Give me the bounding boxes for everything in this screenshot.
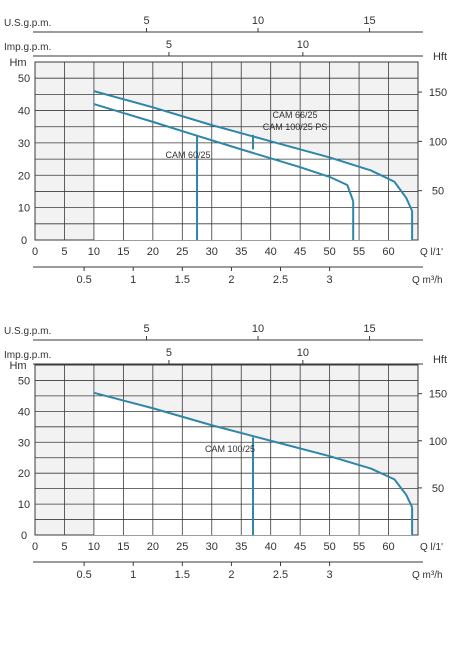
m3h-tick-label: 2 [228, 569, 234, 581]
grid [35, 62, 418, 240]
curve-2 [93, 90, 414, 212]
m3h-tick-label: 1 [130, 569, 136, 581]
usgpm-tick-label: 5 [143, 15, 149, 27]
m3h-tick-label: 2 [228, 274, 234, 286]
operating-region-fill [93, 104, 354, 241]
impgpm-label: Imp.g.p.m. [4, 42, 51, 53]
curve-1 [93, 103, 355, 202]
x-tick-label: 45 [294, 541, 306, 553]
label-cam100ps: CAM 100/25 PS [263, 122, 328, 132]
x-tick-label: 50 [323, 246, 335, 258]
x-tick-label: 5 [61, 246, 67, 258]
x-tick-label: 45 [294, 246, 306, 258]
m3h-label: Q m³/h [412, 570, 443, 581]
impgpm-label: Imp.g.p.m. [4, 350, 51, 361]
x-tick-label: 30 [206, 541, 218, 553]
y-tick-label: 50 [18, 375, 30, 387]
m3h-tick-label: 2.5 [273, 569, 288, 581]
x-tick-label: 40 [265, 246, 277, 258]
usgpm-tick-label: 15 [363, 15, 375, 27]
y-tick-label: 30 [18, 138, 30, 150]
x-tick-label: 20 [147, 246, 159, 258]
y-tick-label: 10 [18, 499, 30, 511]
x-tick-label: 40 [265, 541, 277, 553]
y-tick-label: 10 [18, 203, 30, 215]
y-tick-label: 20 [18, 170, 30, 182]
usgpm-label: U.S.g.p.m. [4, 326, 51, 337]
hm-label: Hm [9, 57, 26, 69]
hft-label: Hft [433, 51, 447, 63]
impgpm-tick-label: 10 [297, 39, 309, 51]
m3h-tick-label: 3 [327, 569, 333, 581]
m3h-tick-label: 1.5 [175, 569, 190, 581]
lpm-label: Q l/1' [420, 542, 443, 553]
y-tick-label: 30 [18, 437, 30, 449]
usgpm-tick-label: 15 [363, 323, 375, 335]
x-tick-label: 25 [176, 541, 188, 553]
hft-tick-label: 100 [429, 436, 447, 448]
y-tick-label: 20 [18, 468, 30, 480]
m3h-tick-label: 3 [327, 274, 333, 286]
x-tick-label: 35 [235, 541, 247, 553]
usgpm-tick-label: 10 [252, 15, 264, 27]
usgpm-tick-label: 10 [252, 323, 264, 335]
m3h-tick-label: 1 [130, 274, 136, 286]
impgpm-tick-label: 5 [166, 347, 172, 359]
label-cam60: CAM 60/25 [165, 150, 210, 160]
x-tick-label: 30 [206, 246, 218, 258]
x-tick-label: 55 [353, 541, 365, 553]
hft-tick-label: 50 [432, 483, 444, 495]
x-tick-label: 5 [61, 541, 67, 553]
x-tick-label: 0 [32, 541, 38, 553]
label-cam100: CAM 100/25 [205, 444, 255, 454]
x-tick-label: 60 [382, 246, 394, 258]
x-tick-label: 10 [88, 541, 100, 553]
x-tick-label: 50 [323, 541, 335, 553]
chart-panel-1: U.S.g.p.m.Imp.g.p.m.5 10 155 10Hm0102030405… [4, 15, 447, 286]
x-tick-label: 20 [147, 541, 159, 553]
y-tick-label: 50 [18, 73, 30, 85]
x-tick-label: 55 [353, 246, 365, 258]
x-tick-label: 25 [176, 246, 188, 258]
lpm-label: Q l/1' [420, 247, 443, 258]
x-tick-label: 10 [88, 246, 100, 258]
x-tick-label: 0 [32, 246, 38, 258]
m3h-tick-label: 0.5 [76, 274, 91, 286]
y-tick-label: 0 [21, 235, 27, 247]
label-cam66: CAM 66/25 [272, 110, 317, 120]
x-tick-label: 15 [117, 246, 129, 258]
x-tick-label: 35 [235, 246, 247, 258]
impgpm-tick-label: 10 [297, 347, 309, 359]
m3h-tick-label: 0.5 [76, 569, 91, 581]
hm-label: Hm [9, 360, 26, 372]
usgpm-label: U.S.g.p.m. [4, 18, 51, 29]
chart-panel-2: U.S.g.p.m.Imp.g.p.m.5 10 155 10Hm0102030405… [4, 323, 447, 581]
hft-tick-label: 100 [429, 136, 447, 148]
y-tick-label: 40 [18, 406, 30, 418]
y-tick-label: 0 [21, 530, 27, 542]
grid [35, 365, 418, 535]
m3h-tick-label: 2.5 [273, 274, 288, 286]
usgpm-tick-label: 5 [143, 323, 149, 335]
curve-1 [93, 391, 414, 508]
x-tick-label: 60 [382, 541, 394, 553]
hft-label: Hft [433, 354, 447, 366]
impgpm-tick-label: 5 [166, 39, 172, 51]
m3h-label: Q m³/h [412, 275, 443, 286]
y-tick-label: 40 [18, 106, 30, 118]
m3h-tick-label: 1.5 [175, 274, 190, 286]
x-tick-label: 15 [117, 541, 129, 553]
hft-tick-label: 50 [432, 186, 444, 198]
hft-tick-label: 150 [429, 389, 447, 401]
hft-tick-label: 150 [429, 87, 447, 99]
